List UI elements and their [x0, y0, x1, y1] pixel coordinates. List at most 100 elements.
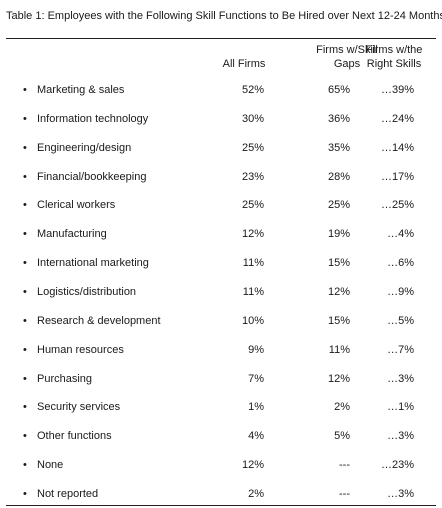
cell-skill-gaps: 25%	[327, 199, 350, 212]
table-row: • Security services 1% 2% …1%	[0, 401, 442, 417]
table-row: • Logistics/distribution 11% 12% …9%	[0, 286, 442, 302]
cell-all-firms: 9%	[248, 343, 264, 356]
table-row: • Manufacturing 12% 19% …4%	[0, 228, 442, 244]
table-row: • Research & development 10% 15% …5%	[0, 315, 442, 331]
cell-skill-gaps: 11%	[328, 343, 350, 356]
cell-all-firms: 23%	[241, 170, 264, 183]
cell-skill-gaps: 65%	[327, 84, 350, 96]
col-header-skill-gaps: Firms w/Skill Gaps	[302, 43, 392, 71]
cell-all-firms: 10%	[241, 314, 264, 327]
cell-all-firms: 30%	[241, 112, 264, 125]
row-bullet: •	[23, 257, 27, 270]
cell-right-skills: …14%	[380, 141, 414, 154]
cell-right-skills: …24%	[380, 112, 414, 125]
cell-right-skills: …9%	[387, 285, 414, 298]
row-bullet: •	[23, 199, 27, 212]
row-label: Other functions	[37, 430, 112, 443]
cell-skill-gaps: 5%	[334, 430, 350, 443]
cell-all-firms: 7%	[248, 372, 264, 385]
row-label: International marketing	[37, 257, 149, 270]
col-header-right-skills-line-1: Firms w/the	[365, 44, 423, 56]
row-bullet: •	[23, 430, 27, 443]
cell-skill-gaps: 12%	[327, 285, 350, 298]
cell-right-skills: …25%	[380, 199, 414, 212]
cell-right-skills: …3%	[387, 487, 414, 500]
cell-all-firms: 11%	[242, 257, 264, 270]
row-label: Clerical workers	[37, 199, 116, 212]
cell-skill-gaps: 2%	[334, 401, 350, 414]
cell-skill-gaps: 12%	[327, 372, 350, 385]
col-header-all-firms: All Firms	[214, 57, 274, 71]
col-header-all-firms-line-1: All Firms	[222, 58, 266, 70]
col-header-skill-gaps-line-1: Firms w/Skill	[316, 44, 378, 56]
table-row: • Purchasing 7% 12% …3%	[0, 373, 442, 389]
cell-right-skills: …4%	[387, 228, 414, 241]
table-row: • Human resources 9% 11% …7%	[0, 344, 442, 360]
cell-all-firms: 12%	[241, 459, 264, 472]
cell-all-firms: 12%	[241, 228, 264, 241]
cell-skill-gaps: 36%	[327, 112, 350, 125]
row-label: Human resources	[37, 343, 124, 356]
row-bullet: •	[23, 84, 27, 96]
cell-skill-gaps: ---	[339, 487, 350, 500]
cell-skill-gaps: 28%	[327, 170, 350, 183]
table-row: • Other functions 4% 5% …3%	[0, 430, 442, 446]
cell-right-skills: …3%	[387, 430, 414, 443]
row-label: Not reported	[37, 487, 99, 500]
cell-all-firms: 4%	[248, 430, 264, 443]
row-bullet: •	[23, 228, 27, 241]
bottom-rule	[6, 505, 436, 506]
table-row: • Engineering/design 25% 35% …14%	[0, 142, 442, 158]
cell-skill-gaps: 19%	[327, 228, 350, 241]
table-row: • Information technology 30% 36% …24%	[0, 113, 442, 129]
cell-right-skills: …23%	[380, 459, 414, 472]
cell-skill-gaps: 15%	[327, 314, 350, 327]
row-bullet: •	[23, 285, 27, 298]
cell-right-skills: …7%	[387, 343, 414, 356]
cell-all-firms: 25%	[241, 141, 264, 154]
row-label: Logistics/distribution	[37, 285, 137, 298]
row-bullet: •	[23, 401, 27, 414]
row-bullet: •	[23, 372, 27, 385]
cell-all-firms: 2%	[248, 487, 264, 500]
cell-right-skills: …17%	[380, 170, 414, 183]
cell-right-skills: …1%	[387, 401, 414, 414]
table-row: • None 12% --- …23%	[0, 459, 442, 475]
table-row: • Financial/bookkeeping 23% 28% …17%	[0, 171, 442, 187]
cell-right-skills: …3%	[387, 372, 414, 385]
cell-all-firms: 1%	[248, 401, 264, 414]
row-label: Research & development	[37, 314, 161, 327]
cell-skill-gaps: 15%	[327, 257, 350, 270]
row-bullet: •	[23, 170, 27, 183]
table-row: • Clerical workers 25% 25% …25%	[0, 199, 442, 215]
cell-all-firms: 11%	[242, 285, 264, 298]
cell-all-firms: 25%	[241, 199, 264, 212]
table-row: • International marketing 11% 15% …6%	[0, 257, 442, 273]
row-bullet: •	[23, 343, 27, 356]
col-header-right-skills-line-2: Right Skills	[366, 58, 422, 70]
cell-skill-gaps: 35%	[327, 141, 350, 154]
cell-right-skills: …6%	[387, 257, 414, 270]
row-bullet: •	[23, 459, 27, 472]
table-row: • Marketing & sales 52% 65% …39%	[0, 84, 442, 100]
row-bullet: •	[23, 141, 27, 154]
row-label: Manufacturing	[37, 228, 107, 241]
row-bullet: •	[23, 314, 27, 327]
row-label: Security services	[37, 401, 121, 414]
row-label: Financial/bookkeeping	[37, 170, 147, 183]
col-header-right-skills: Firms w/the Right Skills	[348, 43, 440, 71]
row-label: None	[37, 459, 64, 472]
row-label: Information technology	[37, 112, 149, 125]
row-label: Purchasing	[37, 372, 93, 385]
top-rule	[6, 38, 436, 39]
cell-right-skills: …5%	[387, 314, 414, 327]
row-bullet: •	[23, 112, 27, 125]
cell-skill-gaps: ---	[339, 459, 350, 472]
row-label: Marketing & sales	[37, 84, 125, 96]
table-row: • Not reported 2% --- …3%	[0, 488, 442, 504]
col-header-skill-gaps-line-2: Gaps	[333, 58, 361, 70]
cell-all-firms: 52%	[241, 84, 264, 96]
cell-right-skills: …39%	[380, 84, 414, 96]
table-title: Table 1: Employees with the Following Sk…	[6, 10, 442, 22]
